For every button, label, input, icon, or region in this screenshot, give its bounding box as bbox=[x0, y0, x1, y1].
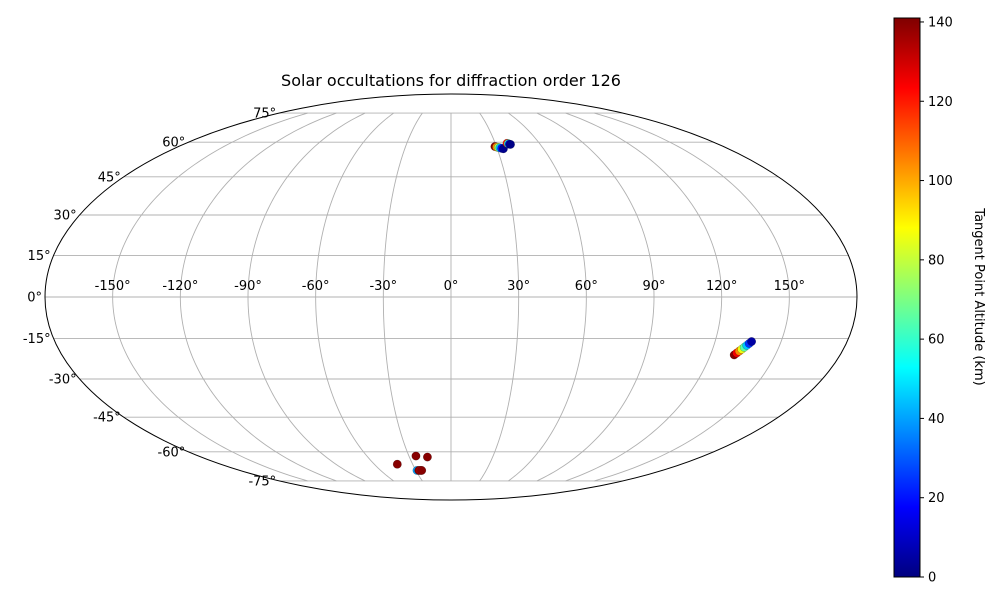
lat-tick-label: -15° bbox=[23, 332, 51, 347]
colorbar-tick-label: 20 bbox=[928, 491, 945, 506]
colorbar-tick-label: 140 bbox=[928, 15, 953, 30]
lon-tick-label: 30° bbox=[507, 279, 530, 294]
colorbar-gradient bbox=[893, 17, 921, 578]
colorbar-tick-label: 100 bbox=[928, 174, 953, 189]
colorbar-tick-label: 120 bbox=[928, 95, 953, 110]
lat-tick-label: 15° bbox=[28, 249, 51, 264]
occultation-point bbox=[411, 451, 421, 461]
colorbar: 0 20 40 60 80 100 120 140 Tangent Point Altitud… bbox=[893, 15, 986, 586]
occultation-point bbox=[392, 459, 402, 469]
colorbar-label: Tangent Point Altitude (km) bbox=[971, 207, 986, 385]
chart-title: Solar occultations for diffraction order… bbox=[281, 71, 621, 90]
colorbar-tick-label: 0 bbox=[928, 571, 936, 586]
latitude-tick-labels: 75° 60° 45° 30° 15° 0° -15° -30° -45° -60° -75° bbox=[23, 107, 276, 490]
lon-tick-label: -150° bbox=[95, 279, 131, 294]
lat-tick-label: 0° bbox=[27, 291, 42, 306]
graticule bbox=[45, 112, 857, 482]
lon-tick-label: 90° bbox=[642, 279, 665, 294]
lon-tick-label: -90° bbox=[234, 279, 262, 294]
occultation-point bbox=[506, 139, 515, 149]
lat-tick-label: 45° bbox=[98, 170, 121, 185]
colorbar-tick-label: 40 bbox=[928, 412, 945, 427]
lon-tick-label: 0° bbox=[444, 279, 459, 294]
colorbar-ticks: 0 20 40 60 80 100 120 140 bbox=[920, 15, 953, 586]
lon-tick-label: -30° bbox=[369, 279, 397, 294]
lon-tick-label: -120° bbox=[162, 279, 198, 294]
map-plot: -150° -120° -90° -60° -30° 0° 30° 60° 90° 120° 150… bbox=[23, 93, 858, 501]
lat-tick-label: 60° bbox=[162, 136, 185, 151]
lat-tick-label: -60° bbox=[158, 445, 186, 460]
occultation-point bbox=[422, 452, 432, 462]
map-boundary bbox=[44, 93, 858, 501]
occultation-point bbox=[747, 337, 757, 347]
lat-tick-label: -30° bbox=[49, 373, 77, 388]
occultation-points bbox=[392, 138, 757, 475]
occultation-point bbox=[417, 466, 427, 475]
lat-tick-label: -45° bbox=[93, 411, 121, 426]
lon-tick-label: 120° bbox=[706, 279, 737, 294]
lon-tick-label: -60° bbox=[302, 279, 330, 294]
lat-tick-label: -75° bbox=[248, 474, 276, 489]
lat-tick-label: 30° bbox=[54, 208, 77, 223]
colorbar-tick-label: 60 bbox=[928, 333, 945, 348]
lat-tick-label: 75° bbox=[253, 107, 276, 122]
longitude-tick-labels: -150° -120° -90° -60° -30° 0° 30° 60° 90° 120° 150… bbox=[95, 279, 805, 294]
colorbar-tick-label: 80 bbox=[928, 253, 945, 268]
lon-tick-label: 60° bbox=[575, 279, 598, 294]
lon-tick-label: 150° bbox=[774, 279, 805, 294]
